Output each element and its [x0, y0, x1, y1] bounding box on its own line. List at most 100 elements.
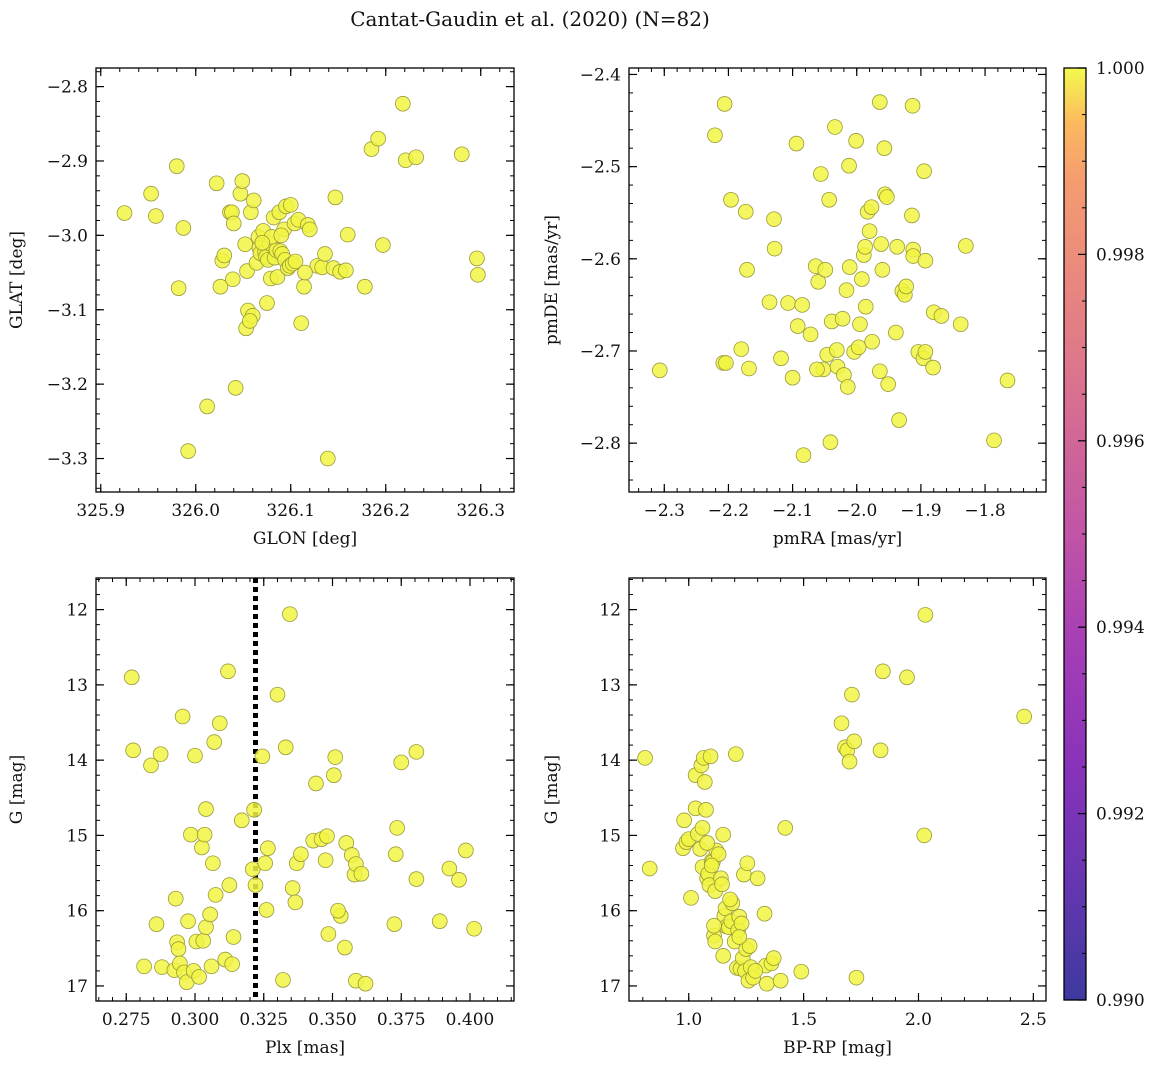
scatter-point	[875, 663, 891, 680]
x-tick-label: −2.1	[772, 501, 813, 521]
scatter-point	[174, 708, 191, 725]
scatter-point	[175, 220, 192, 236]
y-tick-label: 13	[66, 676, 88, 696]
scatter-point	[827, 119, 843, 135]
scatter-point	[841, 259, 858, 275]
scatter-point	[207, 887, 224, 903]
scatter-point	[952, 316, 969, 333]
scatter-point	[451, 872, 467, 888]
y-tick-label: 16	[66, 902, 88, 922]
scatter-point	[259, 295, 275, 311]
scatter-point	[125, 742, 141, 759]
plot-area	[629, 578, 1046, 1001]
scatter-point	[470, 266, 486, 283]
x-tick-label: 1.0	[675, 1010, 702, 1030]
scatter-point	[829, 342, 845, 358]
y-tick-label: 14	[66, 751, 88, 771]
scatter-point	[728, 746, 744, 762]
scatter-point	[821, 192, 837, 208]
scatter-point	[731, 929, 748, 945]
panel-1: 325.9 326.0 326.1 326.2 326.3 −2.8 −2.9 −3.0 −3.…	[7, 67, 515, 549]
scatter-point	[221, 877, 238, 893]
scatter-point	[854, 271, 870, 287]
scatter-point	[327, 749, 344, 765]
scatter-point	[852, 316, 868, 333]
colorbar-tick-label: 0.998	[1096, 245, 1145, 265]
y-tick-label: −2.9	[47, 152, 88, 172]
x-tick-label: −1.9	[900, 501, 941, 521]
scatter-point	[327, 189, 344, 206]
scatter-point	[888, 324, 904, 341]
scatter-point	[749, 870, 766, 887]
colorbar-tick-label: 0.994	[1096, 618, 1145, 638]
x-tick-label: 326.3	[456, 501, 505, 521]
scatter-point	[733, 915, 750, 932]
scatter-point	[469, 250, 485, 267]
scatter-point	[287, 894, 304, 911]
scatter-point	[339, 226, 356, 243]
plot-area	[96, 578, 514, 1001]
scatter-point	[225, 271, 241, 288]
scatter-point	[242, 313, 258, 329]
x-tick-label: 0.350	[308, 1010, 357, 1030]
colorbar-ticks: 0.990 0.992 0.994 0.996 0.998 1.000	[1078, 59, 1145, 1011]
scatter-point	[320, 926, 337, 942]
scatter-point	[233, 812, 250, 829]
scatter-point	[810, 274, 827, 290]
panel-4: 1.0 1.5 2.0 2.5 12 13 14 15 16 17 BP-RP [mag] G [ma…	[542, 577, 1047, 1058]
scatter-point	[702, 748, 719, 765]
scatter-point	[116, 205, 133, 221]
scatter-point	[891, 412, 907, 428]
scatter-point	[872, 742, 889, 759]
scatter-point	[273, 227, 290, 244]
scatter-point	[353, 865, 370, 882]
panels: 325.9 326.0 326.1 326.2 326.3 −2.8 −2.9 −3.0 −3.…	[7, 65, 1047, 1058]
scatter-point	[759, 975, 775, 992]
scatter-point	[741, 360, 757, 377]
x-tick-label: −1.8	[964, 501, 1005, 521]
y-tick-label: 12	[599, 601, 621, 621]
scatter-point	[846, 733, 862, 750]
scatter-point	[933, 308, 950, 324]
scatter-point	[357, 278, 373, 295]
scatter-point	[282, 197, 299, 213]
x-tick-label: −2.2	[708, 501, 749, 521]
scatter-point	[287, 253, 304, 270]
scatter-point	[317, 246, 333, 262]
scatter-point	[716, 96, 733, 112]
y-axis-label: G [mag]	[7, 755, 27, 824]
scatter-point	[308, 775, 324, 792]
x-axis-label: GLON [deg]	[253, 529, 357, 549]
scatter-point	[737, 203, 754, 220]
scatter-point	[698, 802, 714, 818]
scatter-point	[196, 826, 213, 843]
scatter-point	[715, 948, 731, 964]
scatter-point	[699, 835, 715, 851]
scatter-point	[651, 362, 668, 379]
y-tick-label: −2.4	[580, 65, 621, 85]
scatter-point	[297, 264, 313, 281]
x-tick-label: 326.2	[361, 501, 410, 521]
scatter-point	[357, 975, 374, 992]
x-axis-label: BP-RP [mag]	[783, 1038, 892, 1058]
axes-frame	[628, 577, 1047, 1002]
colorbar: 0.990 0.992 0.994 0.996 0.998 1.000	[1063, 59, 1145, 1011]
scatter-point	[246, 802, 262, 818]
scatter-point	[872, 363, 888, 380]
scatter-point	[793, 963, 810, 980]
scatter-point	[408, 149, 424, 166]
x-axis-label: pmRA [mas/yr]	[773, 529, 902, 549]
scatter-point	[136, 958, 152, 975]
scatter-point	[393, 754, 410, 771]
y-axis-label: GLAT [deg]	[7, 231, 27, 329]
x-tick-label: 0.300	[171, 1010, 220, 1030]
y-tick-label: 17	[599, 977, 621, 997]
scatter-point	[167, 890, 184, 907]
scatter-point	[817, 262, 834, 278]
scatter-point	[319, 828, 335, 844]
scatter-point	[809, 361, 825, 378]
scatter-point	[220, 663, 236, 680]
scatter-point	[257, 855, 273, 872]
x-tick-label: 326.1	[266, 501, 315, 521]
scatter-point	[244, 861, 261, 878]
